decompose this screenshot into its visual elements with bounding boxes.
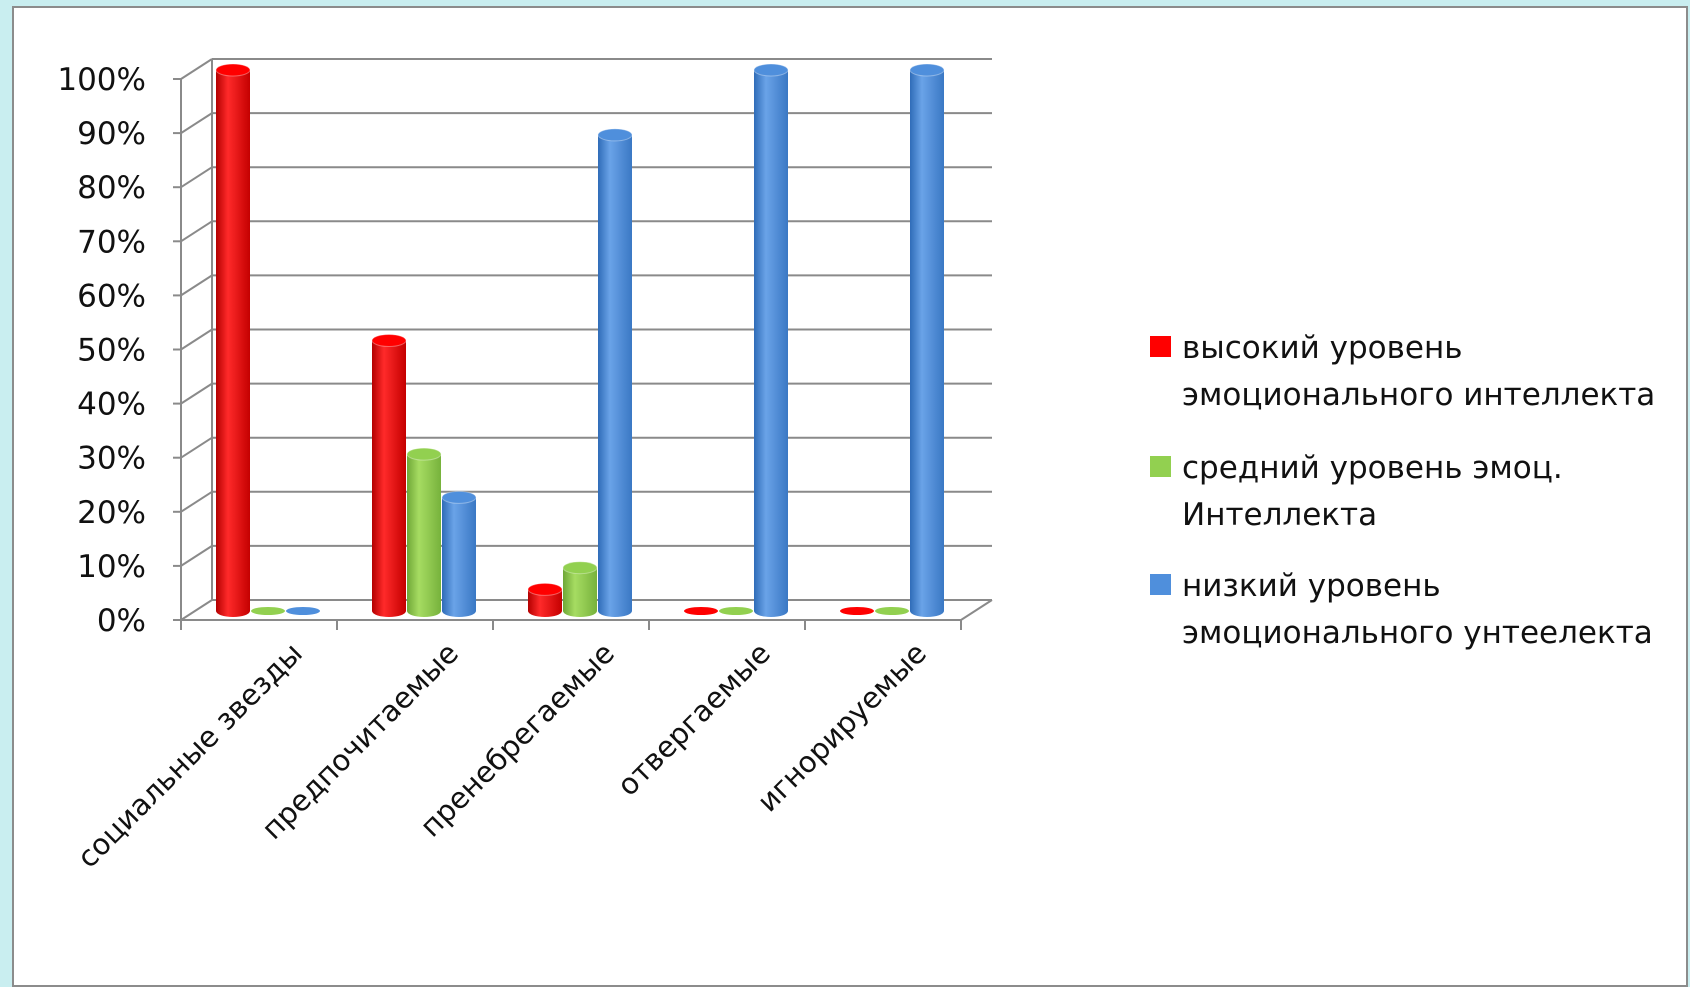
legend-item: низкий уровень эмоционального унтеелекта <box>1150 568 1653 651</box>
legend-item: высокий уровень эмоционального интеллекта <box>1150 330 1655 413</box>
bar-top <box>909 63 945 77</box>
bar-top <box>562 561 598 575</box>
bar <box>753 63 789 617</box>
bar-body <box>598 134 632 618</box>
bar <box>406 447 442 617</box>
bar <box>840 607 874 615</box>
chart-frame <box>12 6 1688 987</box>
bar <box>597 128 633 618</box>
bar-top <box>527 582 563 596</box>
bar <box>684 607 718 615</box>
grid-depth-line <box>180 166 213 189</box>
bar-body <box>563 567 597 617</box>
legend-swatch <box>1150 456 1171 477</box>
grid-depth-line <box>180 599 213 621</box>
grid-depth-line <box>180 382 213 405</box>
bar-top <box>441 490 477 504</box>
x-category-label: игнорируемые <box>750 636 932 818</box>
bar-body <box>442 497 476 617</box>
y-tick-label: 10% <box>77 549 146 585</box>
bar <box>251 607 285 615</box>
y-tick-label: 80% <box>77 170 146 206</box>
bar <box>875 607 909 615</box>
legend-label: эмоционального унтеелекта <box>1182 615 1653 651</box>
bar-top <box>753 63 789 77</box>
legend-item: средний уровень эмоц. Интеллекта <box>1150 450 1563 533</box>
y-tick-label: 50% <box>77 333 146 369</box>
grid-depth-line <box>180 58 213 80</box>
y-tick-label: 40% <box>77 387 146 423</box>
bar-top <box>215 63 251 77</box>
bar-body <box>372 340 406 617</box>
y-tick-label: 60% <box>77 278 146 314</box>
grid-depth-line <box>180 328 213 351</box>
legend-swatch <box>1150 336 1171 357</box>
grid-depth-line <box>180 274 213 297</box>
y-tick-label: 100% <box>57 62 146 98</box>
y-tick-label: 70% <box>77 224 146 260</box>
bar <box>909 63 945 617</box>
bar-body <box>910 70 944 617</box>
legend-swatch <box>1150 574 1171 595</box>
legend-label: эмоционального интеллекта <box>1182 377 1655 413</box>
legend-label: средний уровень эмоц. <box>1182 450 1563 486</box>
bar-zero-disc <box>286 607 320 615</box>
y-tick-label: 90% <box>77 116 146 152</box>
bar <box>562 561 598 617</box>
legend-label: высокий уровень <box>1182 330 1463 366</box>
bar <box>441 490 477 617</box>
legend-label: Интеллекта <box>1182 497 1377 533</box>
bar-body <box>407 454 441 617</box>
bar-top <box>406 447 442 461</box>
x-category-label: отвергаемые <box>610 636 776 802</box>
bar-top <box>371 334 407 347</box>
bar-top <box>597 128 633 142</box>
y-tick-label: 20% <box>77 495 146 531</box>
bar-body <box>216 70 250 617</box>
bar-body <box>528 589 562 617</box>
bar <box>215 63 251 617</box>
bar <box>527 582 563 617</box>
y-tick-label: 30% <box>77 441 146 477</box>
grid-depth-line <box>180 545 213 567</box>
y-tick-label: 0% <box>97 603 146 639</box>
bar-zero-disc <box>251 607 285 615</box>
grid-depth-line <box>180 220 213 243</box>
grid-depth-line <box>180 490 213 513</box>
bar <box>286 607 320 615</box>
grid-depth-line <box>180 112 213 134</box>
bar-body <box>754 70 788 617</box>
bar <box>719 607 753 615</box>
bar <box>371 334 407 617</box>
legend-label: низкий уровень <box>1182 568 1441 604</box>
bar-zero-disc <box>719 607 753 615</box>
bar-zero-disc <box>840 607 874 615</box>
bar-zero-disc <box>875 607 909 615</box>
grid-depth-line <box>180 436 213 459</box>
bar-zero-disc <box>684 607 718 615</box>
